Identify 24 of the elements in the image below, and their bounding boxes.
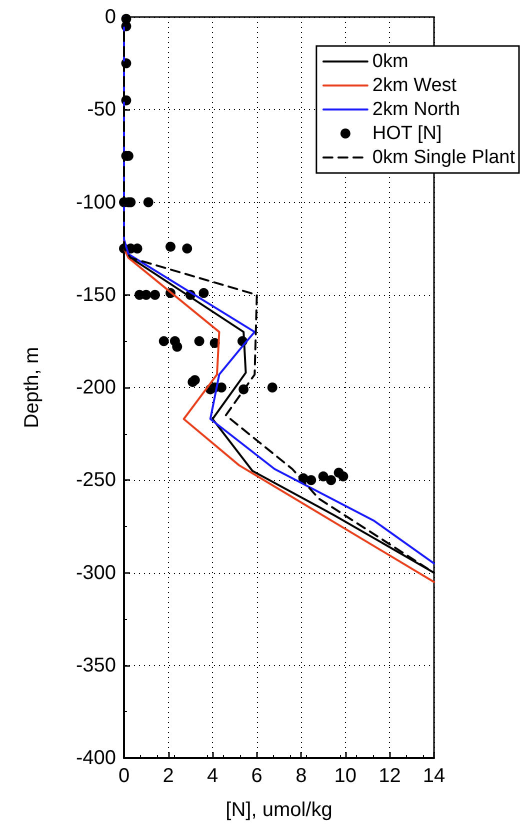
legend-label: 2km North — [372, 99, 460, 120]
y-tick-label: -100 — [76, 191, 116, 214]
y-tick-label: -350 — [76, 654, 116, 676]
x-tick-label: 10 — [334, 765, 357, 787]
legend-label: 2km West — [372, 75, 458, 96]
y-tick-label: -300 — [76, 562, 116, 584]
y-tick-label: 0 — [104, 6, 116, 28]
x-tick-label: 4 — [207, 765, 218, 787]
y-axis-title: Depth, m — [21, 346, 43, 428]
legend-label: HOT [N] — [372, 123, 442, 144]
legend-label: 0km — [372, 51, 408, 72]
y-tick-label: -200 — [76, 376, 116, 398]
x-tick-label: 2 — [162, 765, 174, 787]
y-tick-label: -250 — [76, 469, 116, 492]
y-tick-label: -400 — [76, 747, 116, 769]
y-tick-label: -50 — [87, 98, 116, 121]
legend-label: 0km Single Plant — [372, 147, 516, 168]
x-tick-label: 14 — [422, 765, 446, 787]
x-tick-label: 0 — [118, 765, 130, 787]
x-tick-label: 6 — [251, 765, 262, 787]
y-tick-label: -150 — [76, 284, 116, 306]
x-tick-label: 12 — [378, 765, 401, 787]
x-tick-label: 8 — [296, 765, 307, 787]
x-axis-title: [N], umol/kg — [226, 799, 332, 821]
